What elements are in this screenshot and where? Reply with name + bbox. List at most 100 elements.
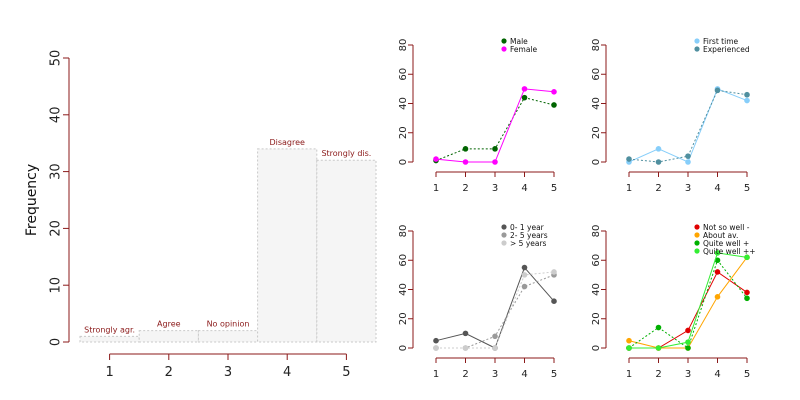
- bar-label-1: Strongly agr.: [84, 325, 135, 334]
- y-tick-label-20: 20: [49, 220, 64, 237]
- legend-marker-1: [694, 38, 700, 44]
- x-tick-label-3: 3: [224, 365, 232, 380]
- data-point-s4-5: [744, 254, 750, 261]
- legend-marker-1: [501, 38, 507, 44]
- data-point-s1-3: [685, 327, 691, 334]
- legend-marker-3: [501, 240, 507, 246]
- data-point-s2-1: [626, 156, 632, 162]
- data-point-s3-5: [744, 295, 750, 302]
- data-point-s3-1: [433, 345, 439, 351]
- x-tick-label-5: 5: [744, 369, 750, 380]
- y-tick-label-40: 40: [398, 283, 409, 296]
- bar-5: [316, 159, 377, 343]
- y-tick-label-80: 80: [398, 39, 409, 52]
- x-tick-label-4: 4: [521, 369, 527, 380]
- data-point-s1-5: [551, 298, 557, 305]
- series-line-2: [628, 257, 748, 349]
- data-point-s4-4: [714, 250, 721, 256]
- x-tick-label-2: 2: [655, 183, 661, 194]
- legend-marker-2: [694, 46, 700, 52]
- legend-marker-1: [694, 224, 700, 230]
- y-tick-label-80: 80: [591, 39, 602, 52]
- data-point-s3-2: [462, 345, 469, 351]
- y-tick-label-20: 20: [591, 312, 602, 325]
- y-tick-label-0: 0: [591, 159, 602, 165]
- x-tick-label-4: 4: [714, 183, 720, 194]
- series-line-3: [628, 259, 748, 349]
- y-tick-label-40: 40: [398, 97, 409, 110]
- bar-2: [138, 330, 199, 343]
- series-line-1: [629, 271, 748, 349]
- data-point-s2-2: [655, 159, 662, 165]
- legend-label-4: Quite well ++: [703, 247, 756, 256]
- data-point-s2-1: [433, 156, 439, 162]
- data-point-s1-1: [433, 337, 439, 344]
- legend-label-2: 2- 5 years: [510, 231, 548, 240]
- legend-label-2: About av.: [703, 231, 738, 240]
- data-point-s1-2: [462, 330, 469, 337]
- y-tick-label-60: 60: [591, 68, 602, 81]
- series-line-2: [628, 89, 748, 163]
- data-point-s3-4: [714, 257, 721, 264]
- legend-label-1: First time: [703, 37, 738, 46]
- x-tick-label-2: 2: [655, 369, 661, 380]
- legend-marker-3: [694, 240, 700, 246]
- x-tick-label-1: 1: [626, 183, 632, 194]
- data-point-s1-5: [744, 289, 750, 296]
- data-point-s2-4: [521, 283, 528, 290]
- x-tick-label-5: 5: [342, 365, 350, 380]
- y-tick-label-40: 40: [591, 97, 602, 110]
- bar-4: [257, 148, 318, 343]
- series-line-1: [628, 88, 748, 163]
- data-point-s2-4: [714, 87, 721, 94]
- y-tick-label-30: 30: [49, 163, 64, 180]
- data-point-s1-4: [714, 269, 721, 275]
- data-point-s1-4: [521, 94, 528, 101]
- data-point-s1-3: [685, 159, 691, 165]
- bar-label-4: Disagree: [269, 138, 305, 147]
- series-line-4: [629, 252, 748, 349]
- data-point-s4-1: [626, 345, 632, 351]
- data-point-s1-2: [655, 146, 662, 152]
- legend-label-2: Female: [510, 45, 538, 54]
- data-point-s1-3: [492, 146, 498, 152]
- x-tick-label-4: 4: [521, 183, 527, 194]
- data-point-s2-3: [492, 159, 498, 165]
- y-tick-label-0: 0: [398, 345, 409, 351]
- x-tick-label-5: 5: [744, 183, 750, 194]
- x-tick-label-3: 3: [685, 369, 691, 380]
- y-axis-label: Frequency: [24, 164, 40, 236]
- legend-label-1: Male: [510, 37, 528, 46]
- data-point-s3-3: [492, 345, 498, 351]
- legend-label-1: Not so well -: [703, 223, 750, 232]
- x-tick-label-2: 2: [165, 365, 173, 380]
- data-point-s4-2: [655, 345, 662, 351]
- data-point-s2-4: [714, 294, 721, 300]
- x-tick-label-5: 5: [551, 183, 557, 194]
- bar-label-3: No opinion: [207, 320, 250, 329]
- x-tick-label-3: 3: [492, 369, 498, 380]
- data-point-s1-5: [551, 102, 557, 108]
- data-point-s3-3: [685, 345, 691, 351]
- x-tick-label-4: 4: [714, 369, 720, 380]
- y-tick-label-0: 0: [49, 338, 64, 346]
- y-tick-label-40: 40: [49, 107, 64, 124]
- data-point-s1-2: [462, 146, 469, 152]
- data-point-s2-2: [462, 159, 469, 165]
- x-tick-label-2: 2: [462, 369, 468, 380]
- x-tick-label-4: 4: [283, 365, 291, 380]
- data-point-s2-1: [626, 337, 632, 344]
- data-point-s1-4: [521, 264, 528, 271]
- x-tick-label-1: 1: [433, 183, 439, 194]
- data-point-s2-3: [492, 333, 498, 340]
- y-tick-label-20: 20: [398, 126, 409, 139]
- y-tick-label-10: 10: [49, 277, 64, 294]
- y-tick-label-20: 20: [591, 126, 602, 139]
- legend-marker-1: [501, 224, 507, 230]
- data-point-s2-5: [744, 91, 750, 98]
- x-tick-label-5: 5: [551, 369, 557, 380]
